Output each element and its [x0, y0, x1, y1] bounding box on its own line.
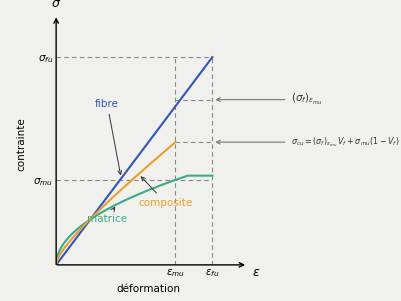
Text: $\sigma$: $\sigma$: [51, 0, 61, 10]
Text: $(\sigma_f)_{\varepsilon_{mu}}$: $(\sigma_f)_{\varepsilon_{mu}}$: [217, 92, 322, 107]
Text: matrice: matrice: [87, 207, 127, 224]
X-axis label: déformation: déformation: [116, 284, 180, 293]
Y-axis label: contrainte: contrainte: [16, 118, 26, 171]
Text: $\sigma_{cu} = (\sigma_f)_{\varepsilon_{mu}}\,V_f + \sigma_{mu}(1-V_f)$: $\sigma_{cu} = (\sigma_f)_{\varepsilon_{…: [217, 135, 399, 149]
Text: fibre: fibre: [95, 99, 122, 175]
Text: $\varepsilon$: $\varepsilon$: [252, 265, 260, 279]
Text: composite: composite: [139, 177, 193, 208]
